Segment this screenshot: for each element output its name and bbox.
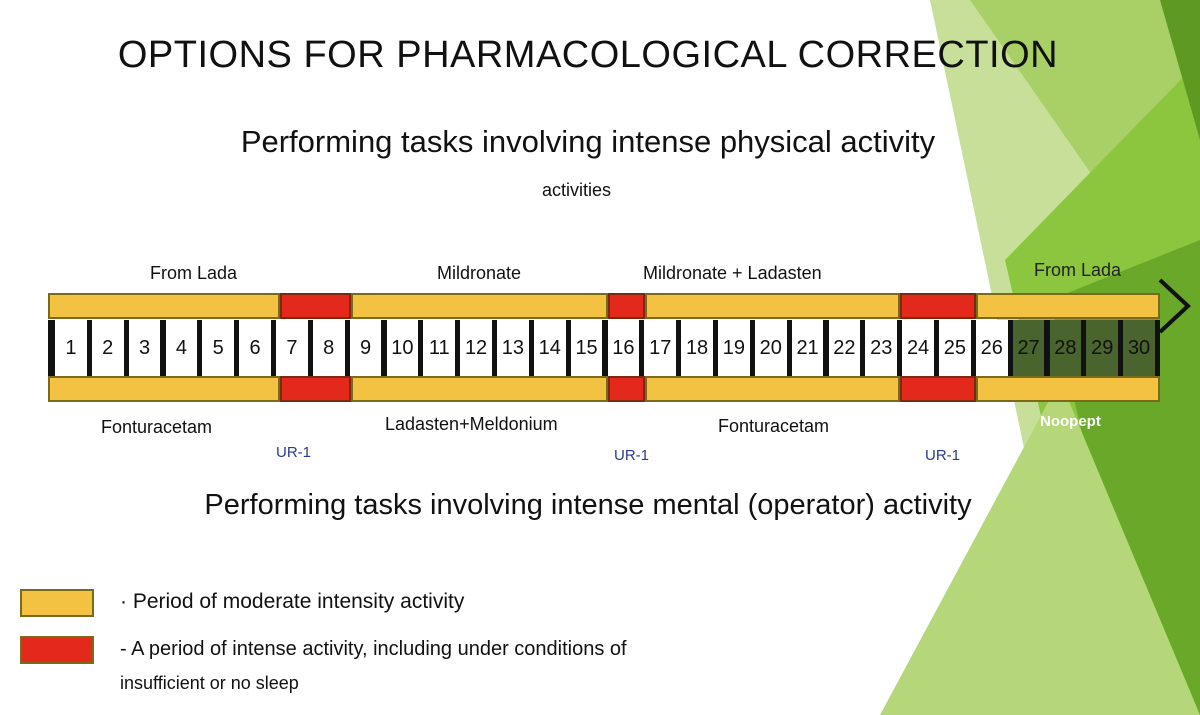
ur-label: UR-1 — [276, 444, 312, 461]
day-cell: 14 — [533, 320, 571, 376]
day-cell: 23 — [865, 320, 903, 376]
mental-moderate-period — [351, 376, 608, 402]
day-cell: 15 — [570, 320, 608, 376]
label-mildronate: Mildronate — [437, 263, 522, 283]
mental-moderate-period — [48, 376, 280, 402]
label-mildronate-ladasten: Mildronate + Ladasten — [643, 263, 822, 283]
label-from-lada-right: From Lada — [1034, 260, 1122, 280]
day-cell: 21 — [791, 320, 829, 376]
mental-moderate-period — [976, 376, 1160, 402]
physical-heading: Performing tasks involving intense physi… — [240, 124, 936, 159]
day-cell: 3 — [128, 320, 166, 376]
label-ladasten-meldonium: Ladasten+Meldonium — [385, 414, 558, 434]
day-cell: 9 — [349, 320, 387, 376]
label-noopept: Noopept — [1040, 413, 1101, 430]
physical-intense-period — [900, 293, 976, 319]
legend-moderate-swatch — [20, 589, 94, 617]
day-cell: 4 — [165, 320, 203, 376]
day-cell: 11 — [423, 320, 461, 376]
physical-moderate-period — [645, 293, 900, 319]
day-cell: 8 — [312, 320, 350, 376]
day-cell: 22 — [828, 320, 866, 376]
day-cell: 10 — [386, 320, 424, 376]
day-cell: 16 — [607, 320, 645, 376]
day-cell: 1 — [55, 320, 92, 376]
label-from-lada-left: From Lada — [150, 263, 238, 283]
day-cell: 12 — [460, 320, 497, 376]
physical-intense-period — [280, 293, 351, 319]
physical-subheading: activities — [542, 180, 612, 200]
mental-intense-period — [280, 376, 351, 402]
day-cell: 20 — [754, 320, 792, 376]
legend-moderate-text: · Period of moderate intensity activity — [120, 590, 465, 613]
day-cell: 7 — [276, 320, 313, 376]
day-cell: 25 — [939, 320, 976, 376]
legend-intense-swatch — [20, 636, 94, 664]
mental-intense-period — [900, 376, 976, 402]
legend-intense-text-continued: insufficient or no sleep — [120, 673, 299, 693]
physical-intense-period — [608, 293, 645, 319]
day-cell: 17 — [644, 320, 682, 376]
day-cell: 13 — [497, 320, 534, 376]
day-cell: 19 — [718, 320, 755, 376]
day-cell: 26 — [975, 320, 1013, 376]
day-cell: 27 — [1012, 320, 1050, 376]
mental-intense-period — [608, 376, 645, 402]
day-cell: 30 — [1123, 320, 1160, 376]
day-cell: 28 — [1049, 320, 1087, 376]
ur-label: UR-1 — [614, 447, 650, 464]
physical-moderate-period — [351, 293, 608, 319]
slide-title: OPTIONS FOR PHARMACOLOGICAL CORRECTION — [117, 34, 1059, 76]
legend-intense-text: - A period of intense activity, includin… — [120, 638, 627, 660]
ur-label: UR-1 — [925, 447, 961, 464]
physical-moderate-period — [48, 293, 280, 319]
label-fonturacetam-left: Fonturacetam — [101, 417, 213, 437]
physical-moderate-period — [976, 293, 1160, 319]
day-cell: 5 — [202, 320, 240, 376]
day-cell: 6 — [239, 320, 276, 376]
day-cell: 2 — [91, 320, 129, 376]
day-cell: 18 — [681, 320, 718, 376]
day-cell: 24 — [902, 320, 939, 376]
label-fonturacetam-right: Fonturacetam — [718, 416, 830, 436]
mental-heading: Performing tasks involving intense menta… — [204, 489, 972, 521]
day-cell: 29 — [1086, 320, 1124, 376]
mental-moderate-period — [645, 376, 900, 402]
timeline-arrow-icon — [1158, 278, 1191, 334]
